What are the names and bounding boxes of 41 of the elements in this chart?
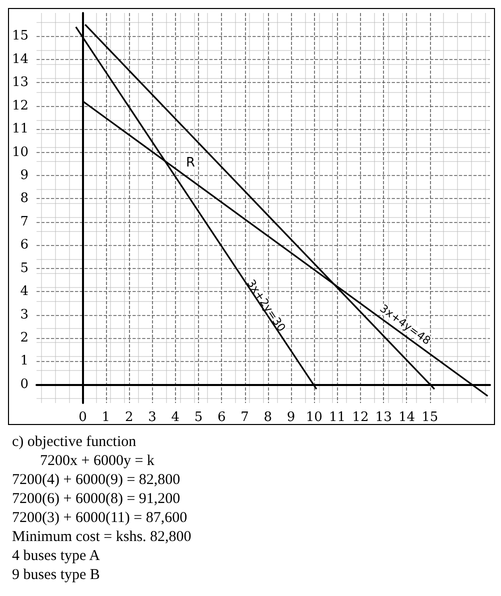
y-tick-label: 9 [20, 168, 29, 183]
y-tick-label: 0 [20, 376, 29, 392]
x-tick-label: 12 [352, 410, 369, 425]
text: 7200(3) + 6000(11) = 87,600 [12, 509, 188, 528]
x-tick-label: 8 [264, 410, 272, 425]
y-tick-label: 8 [20, 191, 29, 206]
y-tick-label: 5 [20, 260, 29, 276]
x-tick-label: 7 [240, 410, 249, 425]
x-tick-label: 11 [329, 410, 346, 425]
text: 9 buses type B [12, 566, 101, 585]
y-tick-label: 7 [20, 214, 29, 230]
y-tick-label: 1 [20, 354, 29, 369]
annotation: R [186, 155, 196, 170]
y-tick-label: 14 [12, 52, 29, 67]
y-tick-label: 6 [20, 238, 29, 253]
y-tick-label: 4 [20, 284, 29, 300]
text: 7200x + 6000y = k [39, 452, 156, 471]
text: c) objective function [12, 433, 138, 452]
x-tick-label: 10 [306, 410, 322, 425]
text: 4 buses type A [12, 547, 101, 566]
x-tick-label: 1 [102, 410, 110, 425]
y-tick-label: 3 [20, 307, 29, 322]
y-tick-label: 10 [12, 144, 29, 160]
x-tick-label: 0 [78, 410, 87, 425]
y-tick-label: 15 [12, 28, 29, 44]
y-tick-label: 12 [12, 98, 29, 114]
x-tick-label: 5 [194, 410, 203, 425]
text: 7200(6) + 6000(8) = 91,200 [12, 490, 182, 509]
y-tick-label: 2 [20, 330, 29, 346]
text: 7200(4) + 6000(9) = 82,800 [12, 471, 182, 490]
x-tick-label: 6 [217, 410, 226, 425]
y-tick-label: 13 [12, 75, 29, 90]
x-tick-label: 9 [286, 410, 296, 425]
x-tick-label: 15 [422, 410, 438, 425]
y-tick-label: 11 [12, 122, 29, 137]
x-tick-label: 2 [124, 410, 134, 425]
x-tick-label: 13 [375, 410, 392, 425]
x-tick-label: 14 [398, 410, 415, 425]
x-tick-label: 4 [171, 410, 180, 425]
text: Minimum cost = kshs. 82,800 [12, 528, 192, 547]
x-tick-label: 3 [148, 410, 156, 425]
